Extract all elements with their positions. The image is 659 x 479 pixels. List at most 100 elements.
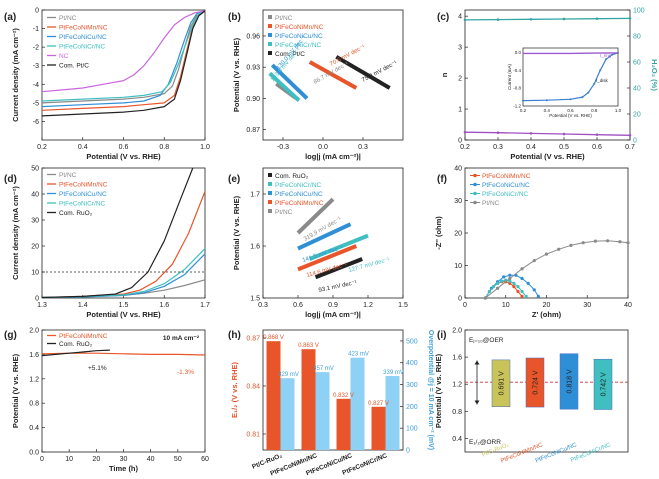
x-tick-label: 40 (147, 456, 155, 463)
range-arrow-head (474, 360, 480, 365)
x-axis-title: log|j (mA cm⁻²)| (305, 152, 361, 161)
y2-tick-label: 0 (406, 448, 410, 455)
panel-label-d: (d) (4, 174, 17, 185)
h2o2-line (464, 131, 631, 136)
gap-value-label: 0.724 V (533, 370, 540, 394)
x-tick-label: 1.5 (119, 302, 129, 309)
data-point (508, 281, 512, 285)
data-point (502, 275, 506, 279)
bar-e-half (266, 341, 281, 450)
y-tick-label: 10 (31, 270, 39, 277)
y-tick-label: -3 (33, 63, 39, 70)
legend-entry: PtFeCoNiCr/NC (275, 182, 322, 189)
y-tick-label: 40 (454, 166, 462, 173)
y-tick-label: 0.8 (452, 409, 462, 416)
disk-marker (581, 96, 584, 99)
bar-value-label: 0.863 V (298, 343, 319, 349)
y2-tick-label: 80 (633, 34, 641, 41)
bar-value-label: 0.868 V (263, 335, 284, 341)
data-point (593, 239, 598, 243)
gap-bar (593, 358, 613, 410)
data-point (483, 296, 487, 300)
x-axis-title: Potential (V vs. RHE) (86, 310, 161, 319)
y-tick-label: 0.96 (246, 34, 260, 41)
legend-marker (268, 24, 272, 28)
series-line-ComRuO2 (41, 349, 110, 357)
x-tick-label: 50 (174, 456, 182, 463)
series-line-PtFeCoNiCrNC (41, 10, 206, 102)
data-point (532, 288, 536, 292)
panel-label-h: (h) (228, 330, 241, 341)
n-marker (463, 18, 467, 22)
x-tick-label: 0.5 (559, 144, 569, 151)
y-tick-label: -2 (33, 45, 39, 52)
y2-tick-label: 100 (406, 426, 418, 433)
x-tick-label: -0.3 (277, 144, 289, 151)
y2-tick-label: 400 (406, 360, 418, 367)
gap-value-label: 0.742 V (601, 372, 608, 396)
x-tick-label: 0.0 (318, 144, 328, 151)
x-tick-label: 0.3 (258, 302, 268, 309)
y-tick-label: 0 (458, 138, 462, 145)
panel-label-f: (f) (437, 174, 447, 185)
inset-y-tick-label: -0.4 (513, 68, 521, 73)
y-tick-label: 1.2 (452, 382, 462, 389)
series-line-ComRuO2 (41, 167, 194, 299)
legend-entry: Pt/NC (275, 15, 293, 22)
plot-frame (464, 9, 631, 141)
legend-entry: PtFeCoNiCr/NC (275, 42, 322, 49)
plot-frame (41, 329, 206, 453)
legend-entry: PtFeCoNiMn/NC (275, 24, 324, 31)
y-tick-label: 0 (35, 8, 39, 15)
legend-entry: PtFeCoNiCr/NC (59, 201, 106, 208)
data-point (508, 279, 512, 283)
x-tick-label: 20 (92, 456, 100, 463)
data-point (516, 289, 520, 294)
x-tick-label: 0.6 (119, 144, 129, 151)
y2-tick-label: 200 (406, 404, 418, 411)
x-tick-label: 0.4 (526, 144, 536, 151)
gap-value-label: 0.691 V (499, 371, 506, 395)
bar-value-label: 0.832 V (333, 393, 354, 399)
inset-x-tick-label: 1.0 (615, 108, 622, 113)
data-point (618, 240, 622, 244)
x-tick-label: 0.2 (37, 144, 47, 151)
bar-value-label: 423 mV (348, 352, 369, 358)
legend-entry: NC (59, 53, 69, 60)
n-marker (529, 17, 533, 21)
x-axis-title: log|j (mA cm⁻²)| (305, 310, 361, 319)
y-tick-label: 0.84 (246, 384, 260, 391)
data-point (524, 294, 528, 298)
y-tick-label: 1.6 (452, 355, 462, 362)
x-tick-label: 40 (624, 302, 632, 309)
legend-entry: Com. RuO₂ (275, 173, 309, 180)
data-point (496, 281, 500, 285)
series-line-PtFeCoNiCrNC (308, 233, 369, 261)
data-point (532, 259, 536, 263)
legend-marker (268, 33, 272, 37)
x-tick-label: 1.0 (200, 144, 210, 151)
x-tick-label: 1.3 (37, 302, 47, 309)
x-tick-label: 30 (120, 456, 128, 463)
bar-overpotential (350, 357, 365, 450)
disk-marker (599, 69, 602, 72)
legend-entry: PtFeCoNiCu/NC (59, 191, 107, 198)
data-point (526, 281, 530, 285)
y-tick-label: 0.4 (29, 425, 39, 432)
series-line-PtFeCoNiCrNC (268, 71, 301, 102)
series-line-PtNC (485, 240, 629, 299)
y-tick-label: 1.6 (250, 244, 260, 251)
orr-note: E₁/₂@ORR (469, 439, 501, 446)
x-tick-label: 0.3 (493, 144, 503, 151)
y-axis-title: n (440, 72, 449, 77)
h2o2-marker (628, 134, 632, 137)
y2-tick-label: 300 (406, 382, 418, 389)
legend-marker (473, 173, 477, 178)
h2o2-marker (463, 130, 467, 134)
y-tick-label: -5 (33, 100, 39, 107)
series-line-PtFeCoNiCrNC (41, 248, 206, 299)
disk-marker (593, 82, 596, 85)
legend-marker (473, 182, 477, 187)
series-line-PtFeCoNiCuNC (297, 222, 352, 251)
y2-axis-title: H₂O₂ (%) (650, 59, 659, 91)
